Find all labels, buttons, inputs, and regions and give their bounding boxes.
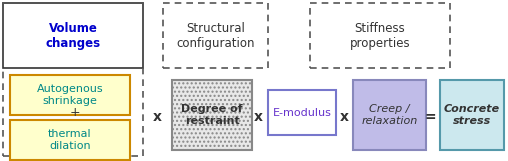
Text: x: x: [253, 110, 263, 124]
Bar: [10, 75, 130, 115]
Bar: [310, 3, 450, 68]
Text: Stiffness
properties: Stiffness properties: [350, 22, 410, 49]
Text: =: =: [424, 110, 436, 124]
Bar: [172, 80, 252, 150]
Bar: [163, 3, 268, 68]
Bar: [353, 80, 426, 150]
Text: Structural
configuration: Structural configuration: [176, 22, 255, 49]
Text: +: +: [70, 105, 80, 118]
Text: Degree of
restraint: Degree of restraint: [181, 104, 243, 126]
Text: thermal
dilation: thermal dilation: [48, 129, 92, 151]
Text: Autogenous
shrinkage: Autogenous shrinkage: [37, 84, 103, 106]
Text: x: x: [152, 110, 162, 124]
Text: Concrete
stress: Concrete stress: [444, 104, 500, 126]
Text: x: x: [339, 110, 348, 124]
Bar: [10, 120, 130, 160]
Bar: [440, 80, 504, 150]
Bar: [3, 3, 143, 156]
Text: E-modulus: E-modulus: [273, 108, 331, 118]
Bar: [3, 3, 143, 68]
Text: Creep /
relaxation: Creep / relaxation: [361, 104, 418, 126]
Text: Volume
changes: Volume changes: [45, 22, 101, 49]
Bar: [268, 90, 336, 135]
